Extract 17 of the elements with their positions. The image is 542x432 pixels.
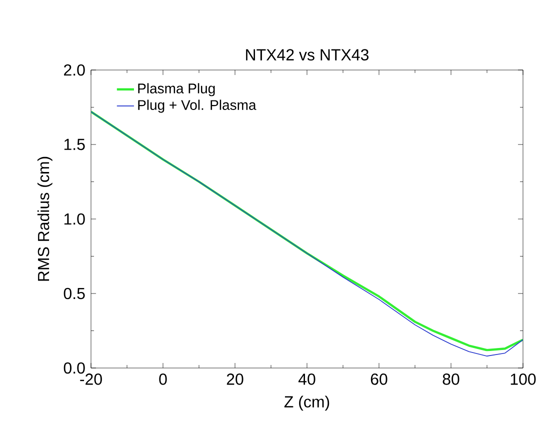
x-axis-title: Z (cm) [284, 396, 330, 411]
x-tick-label: 80 [442, 374, 460, 385]
y-tick-label: 1.0 [64, 213, 85, 225]
chart-title: NTX42 vs NTX43 [246, 49, 369, 60]
x-tick-label: 20 [226, 374, 244, 385]
y-axis-title: RMS Radius (cm) [37, 156, 52, 281]
x-tick-label: -20 [80, 374, 102, 385]
x-tick-label: 60 [370, 374, 388, 385]
y-tick-label: 2.0 [64, 64, 85, 76]
y-tick-label: 1.5 [64, 138, 85, 150]
legend-label: Plasma Plug [138, 83, 215, 96]
x-tick-label: 40 [298, 374, 316, 385]
x-tick-label: 100 [510, 374, 536, 385]
y-tick-label: 0.5 [64, 288, 85, 300]
x-tick-label: 0 [159, 374, 167, 385]
legend-label: Plug + Vol. Plasma [138, 100, 256, 113]
y-tick-label: 0.0 [64, 362, 85, 374]
